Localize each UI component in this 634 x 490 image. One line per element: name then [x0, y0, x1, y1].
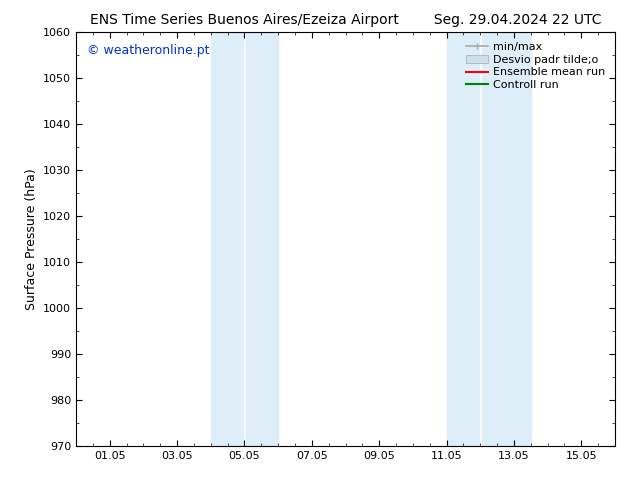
Legend: min/max, Desvio padr tilde;o, Ensemble mean run, Controll run: min/max, Desvio padr tilde;o, Ensemble m…: [462, 37, 609, 95]
Bar: [210, 32, 243, 446]
Text: © weatheronline.pt: © weatheronline.pt: [87, 44, 209, 57]
Bar: [482, 32, 531, 446]
Y-axis label: Surface Pressure (hPa): Surface Pressure (hPa): [25, 168, 37, 310]
Title: ENS Time Series Buenos Aires/Ezeiza Airport        Seg. 29.04.2024 22 UTC: ENS Time Series Buenos Aires/Ezeiza Airp…: [90, 13, 601, 26]
Bar: [246, 32, 278, 446]
Bar: [446, 32, 479, 446]
